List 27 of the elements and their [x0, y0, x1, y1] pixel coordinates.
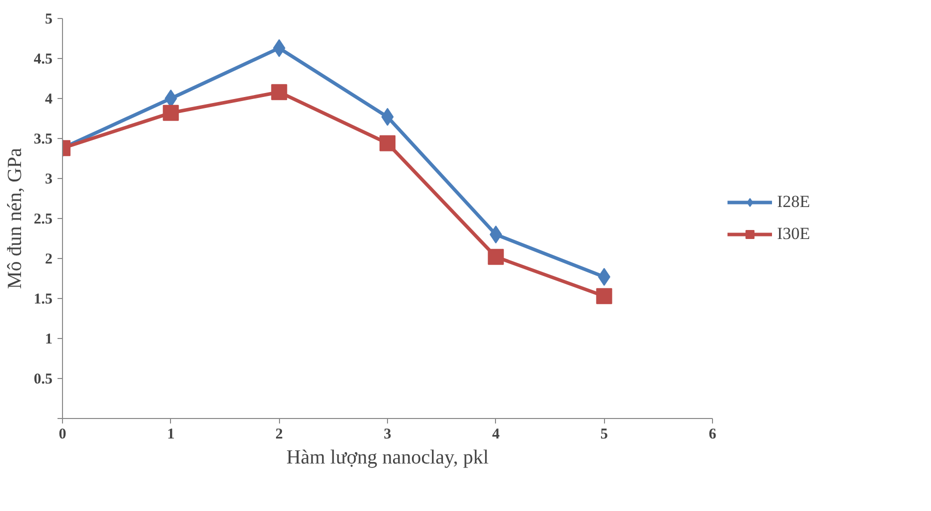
point: [162, 104, 179, 121]
y-tick-label: 2.5: [34, 212, 52, 228]
y-tick-label: 2: [45, 252, 52, 268]
x-tick-label: 3: [384, 426, 392, 442]
y-tick-label: 4.5: [34, 52, 52, 68]
x-tick-label: 4: [492, 426, 500, 442]
x-tick-label: 1: [167, 426, 175, 442]
x-tick-label: 2: [275, 426, 283, 442]
y-tick-label: 5: [45, 12, 52, 28]
point: [488, 248, 504, 265]
x-tick-label: 6: [708, 426, 717, 442]
y-tick-label: 4: [45, 92, 53, 108]
y-axis-title: Mô đun nén, GPa: [4, 148, 26, 290]
y-tick-label: 1.5: [34, 292, 52, 308]
legend-label: I28E: [777, 192, 810, 212]
x-tick-label: 5: [600, 426, 608, 442]
y-tick-label: 1: [45, 332, 52, 348]
y-tick-label: 3: [45, 172, 52, 188]
x-axis-title: Hàm lượng nanoclay, pkl: [286, 446, 490, 468]
point: [380, 135, 396, 152]
y-tick-label: 0.5: [34, 372, 52, 388]
point: [596, 288, 612, 304]
y-tick-label: 3.5: [34, 132, 52, 148]
point: [271, 84, 288, 100]
point: [381, 108, 394, 126]
legend-label: I30E: [777, 224, 810, 244]
x-tick-label: 0: [58, 426, 66, 442]
